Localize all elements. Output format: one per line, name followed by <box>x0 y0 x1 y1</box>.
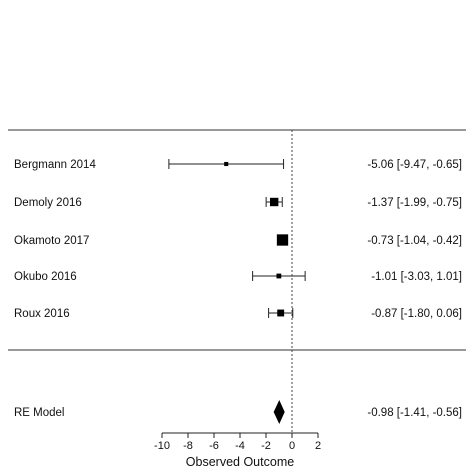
study-label: Okamoto 2017 <box>14 235 89 247</box>
summary-label: RE Model <box>14 407 65 419</box>
summary-ci-text: -0.98 [-1.41, -0.56] <box>367 407 462 419</box>
study-label: Bergmann 2014 <box>14 159 96 171</box>
study-label: Okubo 2016 <box>14 271 77 283</box>
point-estimate <box>276 234 289 246</box>
x-tick-label: -10 <box>154 440 170 452</box>
ci-text: -1.01 [-3.03, 1.01] <box>371 271 462 283</box>
point-estimate <box>224 161 229 167</box>
ci-text: -1.37 [-1.99, -0.75] <box>367 197 462 209</box>
x-tick-label: -2 <box>261 440 271 452</box>
x-tick-label: -6 <box>209 440 219 452</box>
x-tick-label: -8 <box>183 440 193 452</box>
study-label: Demoly 2016 <box>14 197 82 209</box>
x-axis: -10 -8 -6 -4 -2 0 2 <box>154 432 321 452</box>
ci-text: -0.73 [-1.04, -0.42] <box>367 235 462 247</box>
summary-row: RE Model -0.98 [-1.41, -0.56] <box>14 400 462 424</box>
study-rows: Bergmann 2014 -5.06 [-9.47, -0.65] Demoly … <box>14 159 462 320</box>
study-row: Okubo 2016 -1.01 [-3.03, 1.01] <box>14 271 462 283</box>
study-row: Roux 2016 -0.87 [-1.80, 0.06] <box>14 308 462 320</box>
study-row: Bergmann 2014 -5.06 [-9.47, -0.65] <box>14 159 462 171</box>
study-row: Okamoto 2017 -0.73 [-1.04, -0.42] <box>14 234 462 247</box>
x-tick-label: 2 <box>315 440 321 452</box>
point-estimate <box>277 309 285 317</box>
summary-diamond <box>273 400 285 424</box>
x-axis-title: Observed Outcome <box>186 455 294 469</box>
study-label: Roux 2016 <box>14 308 70 320</box>
study-row: Demoly 2016 -1.37 [-1.99, -0.75] <box>14 197 462 209</box>
x-tick-label: 0 <box>289 440 295 452</box>
point-estimate <box>276 273 282 279</box>
ci-text: -0.87 [-1.80, 0.06] <box>371 308 462 320</box>
ci-text: -5.06 [-9.47, -0.65] <box>367 159 462 171</box>
x-tick-label: -4 <box>235 440 245 452</box>
point-estimate <box>269 197 279 207</box>
